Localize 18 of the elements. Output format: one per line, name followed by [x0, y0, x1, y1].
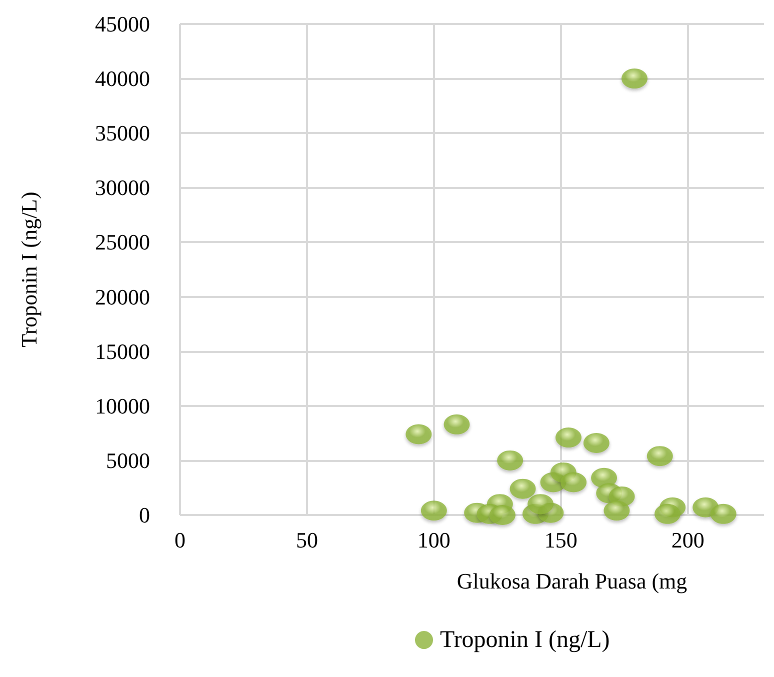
y-tick-label: 0	[139, 502, 150, 528]
x-axis-title: Glukosa Darah Puasa (mg	[456, 568, 688, 594]
y-axis-title: Troponin I (ng/L)	[16, 192, 42, 348]
y-tick-label: 40000	[95, 66, 150, 92]
x-tick-label: 0	[174, 528, 186, 552]
y-tick-label: 35000	[95, 120, 150, 146]
y-tick-label: 45000	[95, 12, 150, 36]
y-tick-label: 15000	[95, 338, 150, 364]
y-tick-label: 25000	[95, 230, 150, 255]
y-tick-label: 10000	[95, 393, 150, 418]
y-tick-label: 20000	[95, 284, 150, 310]
x-tick-label: 100	[417, 528, 450, 552]
x-tick-label: 50	[296, 528, 318, 552]
x-tick-label: 150	[544, 528, 578, 552]
x-tick-label: 200	[671, 528, 704, 552]
legend-label: Troponin I (ng/L)	[440, 627, 610, 653]
y-tick-label: 5000	[106, 448, 150, 473]
y-tick-label: 30000	[95, 175, 150, 200]
